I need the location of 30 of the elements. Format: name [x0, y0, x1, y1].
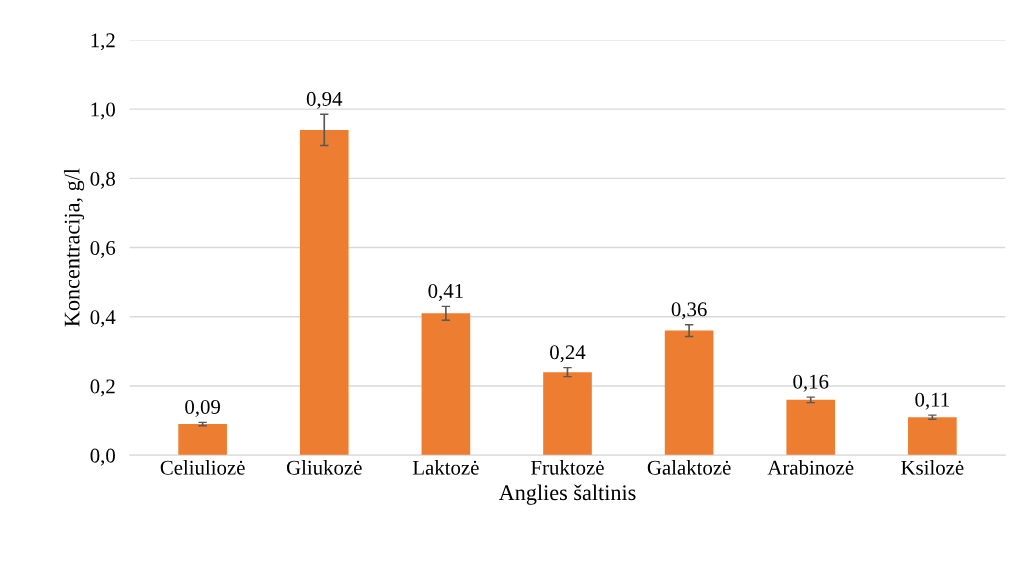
- data-label: 0,36: [671, 302, 707, 320]
- bar: [299, 129, 349, 456]
- x-tick-label: Fruktozė: [531, 460, 604, 475]
- data-label: 0,94: [306, 91, 343, 109]
- data-label: 0,16: [793, 374, 829, 392]
- y-tick-label: 0,6: [90, 240, 116, 258]
- bar: [908, 417, 957, 456]
- y-axis-title: Koncentracija, g/l: [63, 168, 85, 327]
- bar: [543, 372, 592, 456]
- x-tick-label: Celiuliozė: [160, 460, 245, 475]
- y-tick-label: 0,8: [90, 171, 115, 189]
- bar: [664, 330, 714, 456]
- data-label: 0,24: [550, 345, 586, 363]
- x-tick-label: Galaktozė: [647, 460, 731, 475]
- y-tick-label: 0,4: [90, 310, 116, 328]
- data-label: 0,41: [428, 283, 463, 302]
- y-tick-label: 0,2: [90, 379, 115, 397]
- x-tick-label: Ksilozė: [901, 460, 964, 475]
- x-tick-label: Arabinozė: [767, 460, 854, 475]
- x-tick-label: Laktozė: [412, 460, 479, 475]
- bar: [786, 399, 836, 456]
- data-label: 0,09: [185, 399, 220, 417]
- y-tick-label: 0,0: [90, 448, 115, 466]
- x-tick-label: Gliukozė: [286, 460, 362, 475]
- x-axis-title: Anglies šaltinis: [498, 484, 636, 505]
- data-label: 0,11: [915, 392, 949, 410]
- bar: [178, 424, 227, 456]
- y-tick-label: 1,2: [91, 33, 115, 51]
- y-tick-label: 1,0: [91, 102, 115, 120]
- bar: [421, 313, 471, 456]
